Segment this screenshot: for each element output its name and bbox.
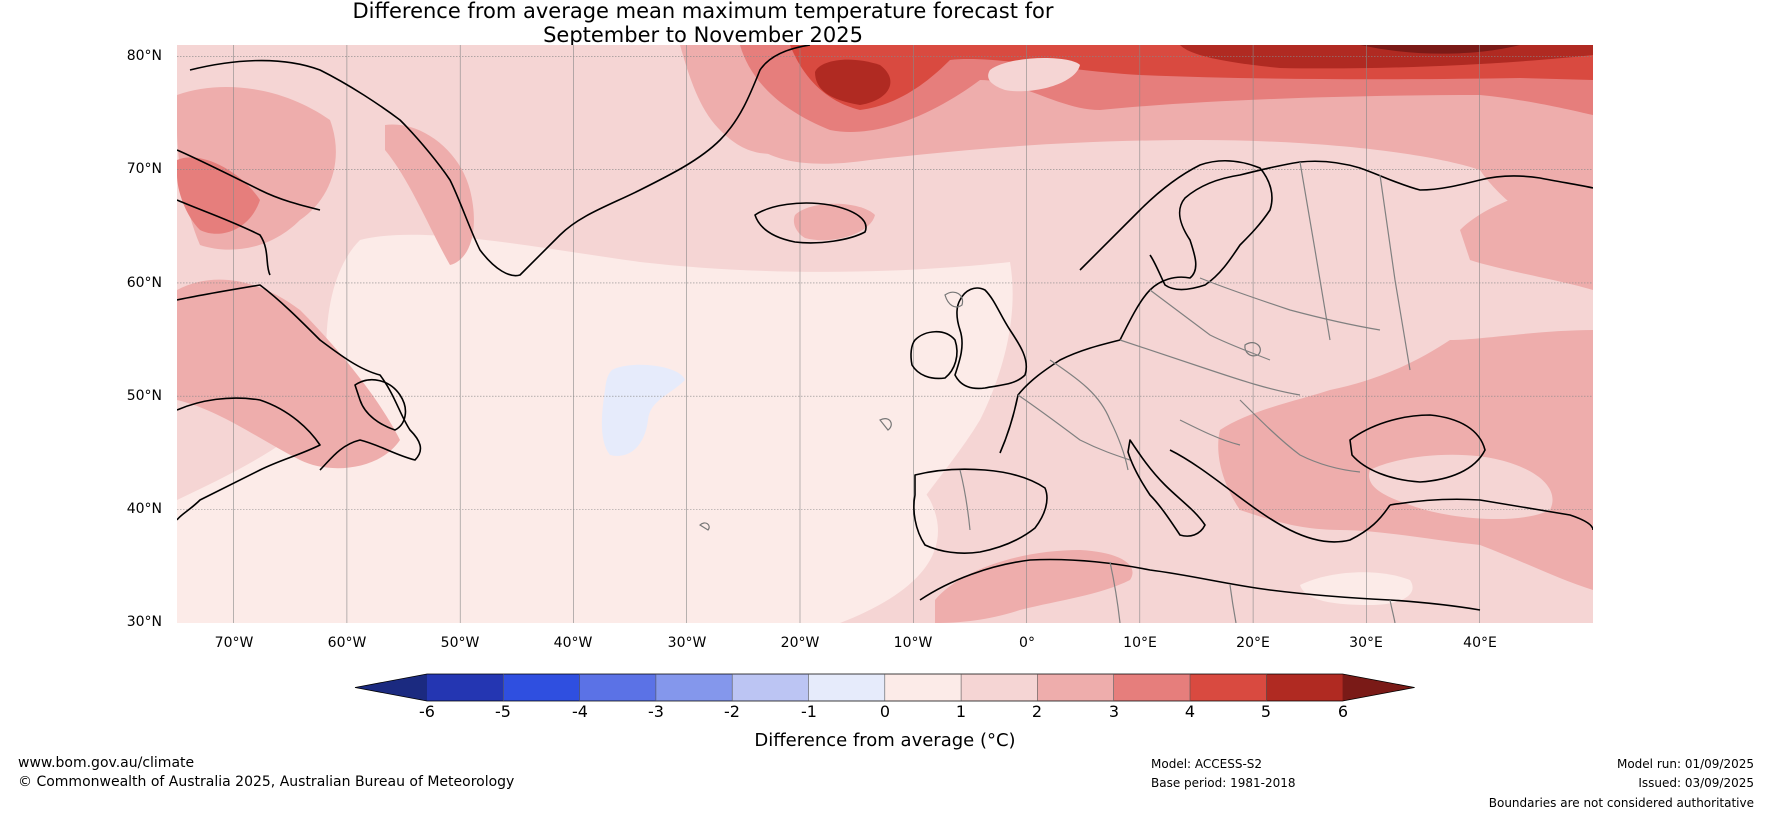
colorbar-segment — [1037, 674, 1115, 701]
colorbar-segment — [427, 674, 504, 701]
website-link[interactable]: www.bom.gov.au/climate — [18, 755, 195, 771]
map-title-line-1: Difference from average mean maximum tem… — [352, 0, 1054, 23]
graticule — [177, 55, 1593, 510]
map-title-line-2: September to November 2025 — [543, 23, 863, 47]
baffin-island-coast — [177, 149, 321, 211]
lat-label-50n: 50°N — [126, 388, 162, 404]
colorbar-tick: -6 — [419, 702, 435, 721]
disclaimer-text: Boundaries are not considered authoritat… — [1488, 796, 1754, 810]
forecast-map — [177, 45, 1593, 623]
colorbar-segments — [354, 673, 1415, 702]
lon-label-70w: 70°W — [214, 635, 254, 651]
colorbar-segment — [1190, 674, 1267, 701]
labrador-coast — [177, 284, 422, 471]
anomaly-2-to-3-area — [935, 550, 1133, 623]
anomaly-0-to-1-area — [1300, 572, 1413, 605]
anomaly-5-to-6-area — [815, 59, 891, 105]
anomaly-3-to-4-area — [177, 157, 260, 234]
colorbar-segment — [1113, 674, 1191, 701]
lon-label-40w: 40°W — [553, 635, 593, 651]
anomaly-1-to-2-area — [988, 58, 1080, 92]
lat-label-40n: 40°N — [126, 501, 162, 517]
colorbar-outline — [354, 673, 1415, 702]
lon-label-60w: 60°W — [327, 635, 367, 651]
anomaly-2-to-3-area — [680, 45, 800, 154]
colorbar-segment — [884, 674, 962, 701]
turkey-coast — [1389, 498, 1593, 531]
anomaly-1-to-2-area — [1369, 454, 1553, 520]
map-title: Difference from average mean maximum tem… — [0, 0, 1406, 47]
colorbar-tick: -5 — [495, 702, 511, 721]
islands — [699, 291, 1261, 531]
colorbar-tick: 6 — [1337, 702, 1349, 721]
colorbar-tick: 4 — [1184, 702, 1196, 721]
lat-label-80n: 80°N — [126, 48, 162, 64]
model-text: Model: ACCESS-S2 — [1151, 757, 1263, 771]
lon-label-10w: 10°W — [893, 635, 933, 651]
scandinavia-coast — [1079, 159, 1273, 291]
anomaly-shading — [177, 45, 1593, 623]
colorbar-tick: 2 — [1031, 702, 1043, 721]
lon-label-0: 0° — [1019, 635, 1035, 651]
meridians — [233, 45, 1480, 623]
issued-text: Issued: 03/09/2025 — [1638, 776, 1754, 790]
anomaly-2-to-3-area — [177, 279, 400, 469]
colorbar-tick: -1 — [801, 702, 817, 721]
colorbar-tick: 5 — [1260, 702, 1272, 721]
ireland-coast — [910, 330, 958, 380]
great-britain-coast — [954, 287, 1028, 390]
italy-coast — [1127, 439, 1206, 537]
colorbar-tick: -4 — [572, 702, 588, 721]
canada-east-coast — [177, 397, 321, 521]
colorbar-segment — [579, 674, 657, 701]
coastlines — [177, 45, 1593, 611]
lon-label-30w: 30°W — [667, 635, 707, 651]
colorbar-segment — [655, 674, 733, 701]
anomaly-minus-1-to-0-area — [601, 364, 685, 456]
iberia-coast — [913, 468, 1048, 554]
colorbar-segment — [961, 674, 1038, 701]
baffin-island-coast — [177, 199, 271, 276]
colorbar-tick: -3 — [648, 702, 664, 721]
anomaly-above-6-area — [1360, 45, 1520, 54]
balkans-coast — [1169, 449, 1391, 543]
lon-label-10e: 10°E — [1123, 635, 1157, 651]
lon-label-20e: 20°E — [1236, 635, 1270, 651]
anomaly-2-to-3-area — [385, 124, 474, 266]
colorbar-label: Difference from average (°C) — [754, 730, 1016, 751]
anomaly-5-to-6-area — [1180, 45, 1593, 69]
greenland-coast — [189, 45, 811, 277]
colorbar — [354, 673, 1415, 702]
map-panel: 80°N 70°N 60°N 50°N 40°N 30°N 70°W 60°W … — [126, 45, 1593, 651]
colorbar-tick: 1 — [955, 702, 967, 721]
colorbar-extend-high — [1342, 674, 1415, 701]
colorbar-segment — [503, 674, 581, 701]
colorbar-tick: 3 — [1108, 702, 1120, 721]
colorbar-segment — [1266, 674, 1344, 701]
lat-label-60n: 60°N — [126, 275, 162, 291]
copyright-text: © Commonwealth of Australia 2025, Austra… — [18, 774, 515, 790]
country-borders — [959, 161, 1411, 623]
colorbar-extend-low — [355, 674, 427, 701]
lon-label-20w: 20°W — [780, 635, 820, 651]
model-run-text: Model run: 01/09/2025 — [1616, 757, 1754, 771]
colorbar-tick: -2 — [724, 702, 740, 721]
lon-label-30e: 30°E — [1349, 635, 1383, 651]
iceland-coast — [754, 202, 867, 244]
lat-label-30n: 30°N — [126, 614, 162, 630]
black-sea-coast — [1349, 414, 1486, 483]
colorbar-segment — [808, 674, 886, 701]
base-period-text: Base period: 1981-2018 — [1151, 776, 1296, 790]
lat-label-70n: 70°N — [126, 161, 162, 177]
europe-coast — [999, 160, 1593, 454]
anomaly-0-to-1-area — [800, 453, 938, 623]
lon-label-40e: 40°E — [1463, 635, 1497, 651]
newfoundland-coast — [354, 379, 407, 431]
colorbar-segment — [732, 674, 809, 701]
colorbar-tick: 0 — [879, 702, 891, 721]
anomaly-2-to-3-area — [1460, 180, 1593, 290]
lon-label-50w: 50°W — [440, 635, 480, 651]
